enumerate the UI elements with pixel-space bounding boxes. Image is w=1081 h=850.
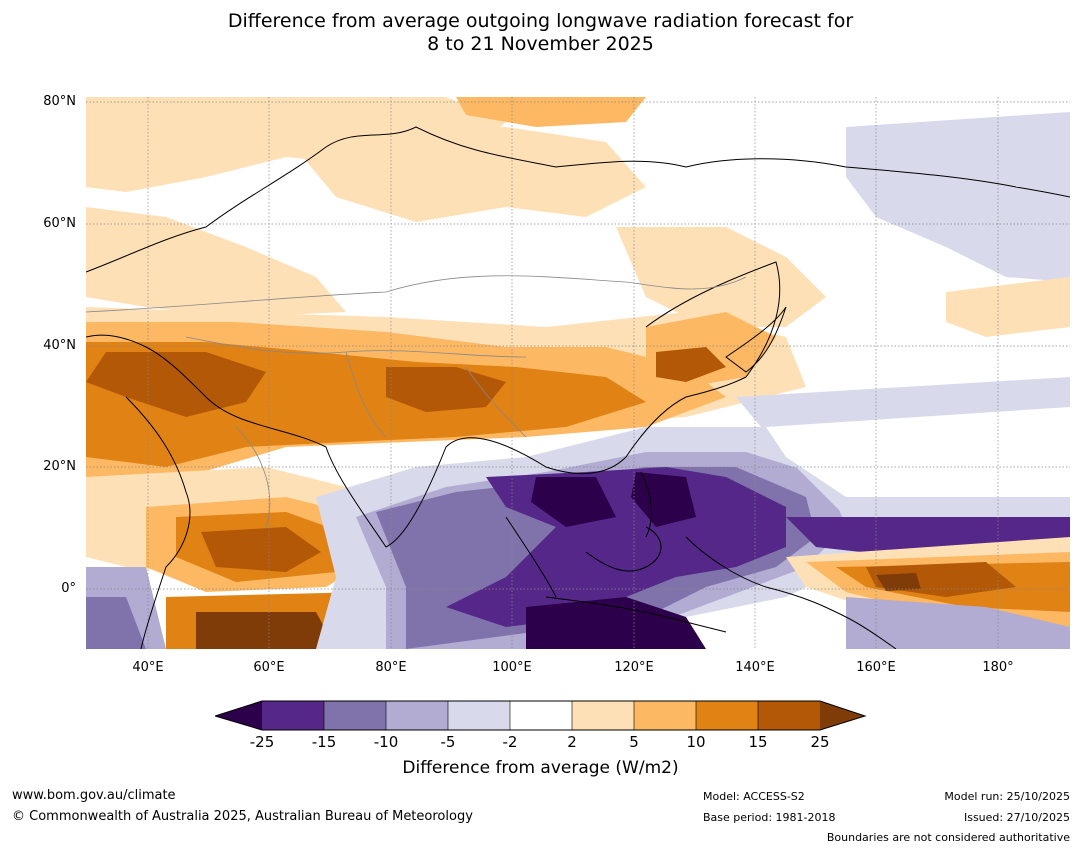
lat-label-60n: 60°N <box>43 216 76 231</box>
colorbar-tick: 5 <box>629 733 639 751</box>
lon-label-100e: 100°E <box>492 660 532 675</box>
colorbar-segment-2 <box>324 701 386 730</box>
region-east-siberia-light-orange <box>616 227 826 327</box>
region-spcz-dark-brown <box>876 573 921 591</box>
map-canvas <box>86 97 1070 649</box>
region-south-indian-brown <box>196 612 336 649</box>
region-white-gap <box>766 407 1070 497</box>
colorbar-tick: -5 <box>440 733 456 751</box>
title-line-2: 8 to 21 November 2025 <box>427 33 654 55</box>
colorbar-segment-1 <box>262 701 324 730</box>
website-link[interactable]: www.bom.gov.au/climate <box>12 788 176 803</box>
coastlines <box>86 126 1070 649</box>
colorbar-segment-7 <box>634 701 696 730</box>
lon-label-140e: 140°E <box>735 660 775 675</box>
region-tibet-brown <box>386 367 506 412</box>
lat-label-80n: 80°N <box>43 94 76 109</box>
colorbar-label: Difference from average (W/m2) <box>402 758 679 778</box>
colorbar-tick: -25 <box>249 733 275 751</box>
lon-label-160e: 160°E <box>856 660 896 675</box>
colorbar-segment-8 <box>696 701 758 730</box>
lon-label-40e: 40°E <box>132 660 164 675</box>
region-north-orange <box>456 97 646 127</box>
lon-label-180: 180° <box>982 660 1014 675</box>
colorbar-tick: -15 <box>311 733 337 751</box>
region-north-west-light-orange <box>86 207 346 317</box>
colorbar-tick: 15 <box>748 733 768 751</box>
region-siberia-light-orange <box>286 127 646 222</box>
region-west-pacific-lavender <box>846 112 1070 282</box>
colorbar-segment-above-max <box>820 701 865 730</box>
colorbar-segment-below-min <box>215 701 262 730</box>
colorbar-segment-5 <box>510 701 572 730</box>
colorbar-tick: 25 <box>810 733 830 751</box>
olr-anomaly-map <box>86 97 1070 649</box>
region-korea-japan-brown <box>656 347 726 382</box>
lat-label-20n: 20°N <box>43 459 76 474</box>
issued-text: Issued: 27/10/2025 <box>963 811 1070 824</box>
lon-label-120e: 120°E <box>614 660 654 675</box>
colorbar-tick: -10 <box>373 733 399 751</box>
region-maritime-purple <box>446 467 786 627</box>
copyright-text: © Commonwealth of Australia 2025, Austra… <box>12 809 473 824</box>
colorbar-tick: 2 <box>567 733 577 751</box>
gridlines <box>86 97 1070 649</box>
colorbar-segment-6 <box>572 701 634 730</box>
model-run-text: Model run: 25/10/2025 <box>944 790 1070 803</box>
lat-label-0: 0° <box>61 581 76 596</box>
chart-title: Difference from average outgoing longwav… <box>0 10 1081 56</box>
colorbar-outline <box>215 700 867 731</box>
model-text: Model: ACCESS-S2 <box>703 790 805 803</box>
region-iran-brown <box>86 352 266 417</box>
region-africa-violet <box>86 597 146 649</box>
base-period-text: Base period: 1981-2018 <box>703 811 836 824</box>
colorbar-tick: -2 <box>502 733 518 751</box>
disclaimer-text: Boundaries are not considered authoritat… <box>826 831 1070 844</box>
colorbar-tick: 10 <box>686 733 706 751</box>
region-arabian-sea-brown <box>201 527 321 572</box>
colorbar-segment-9 <box>758 701 820 730</box>
colorbar-segment-3 <box>386 701 448 730</box>
region-java-deep-purple <box>526 597 706 649</box>
lon-label-60e: 60°E <box>253 660 285 675</box>
colorbar-segment-4 <box>448 701 510 730</box>
country-borders <box>86 275 747 528</box>
lon-label-80e: 80°E <box>375 660 407 675</box>
lat-label-40n: 40°N <box>43 338 76 353</box>
region-maritime-deep-purple <box>531 477 616 527</box>
region-south-pacific-lavender <box>846 597 1070 649</box>
title-line-1: Difference from average outgoing longwav… <box>227 10 854 32</box>
region-north-pacific-light-orange <box>946 277 1070 337</box>
colorbar <box>215 700 867 731</box>
